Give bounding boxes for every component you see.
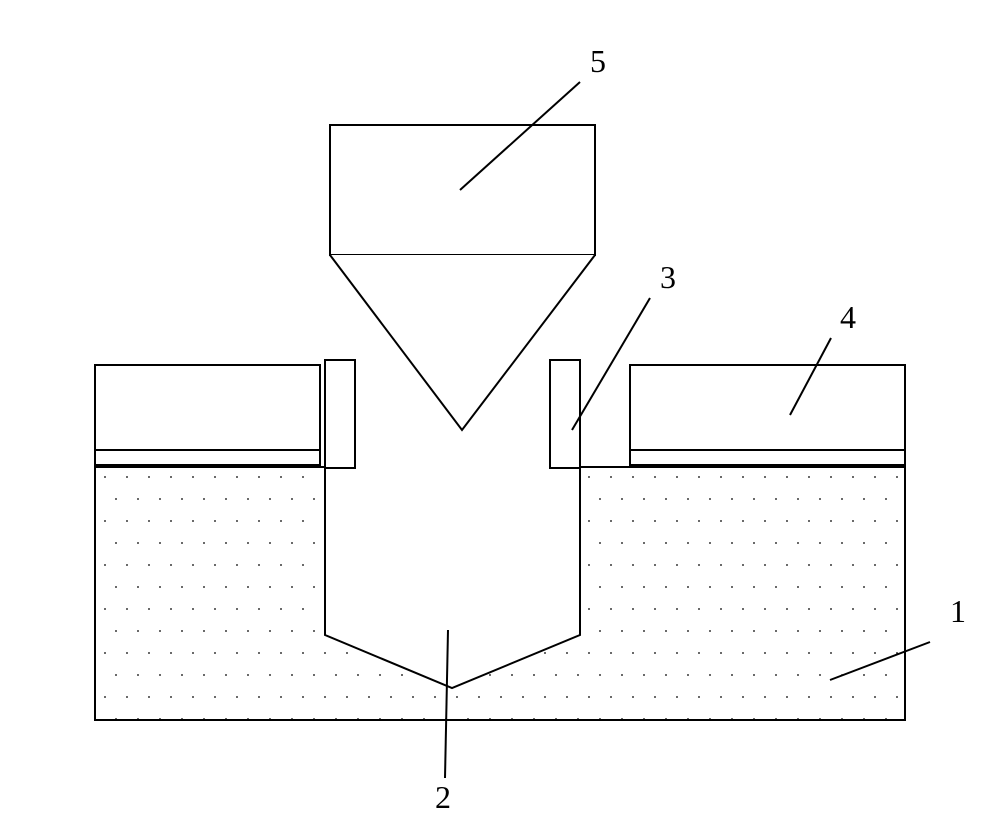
label-5: 5 (590, 43, 606, 79)
label-4: 4 (840, 299, 856, 335)
die-block (95, 467, 905, 720)
label-2: 2 (435, 779, 451, 815)
label-3: 3 (660, 259, 676, 295)
label-1: 1 (950, 593, 966, 629)
pillar-left (325, 360, 355, 468)
pillar-right (550, 360, 580, 468)
press-head-body (330, 125, 595, 255)
